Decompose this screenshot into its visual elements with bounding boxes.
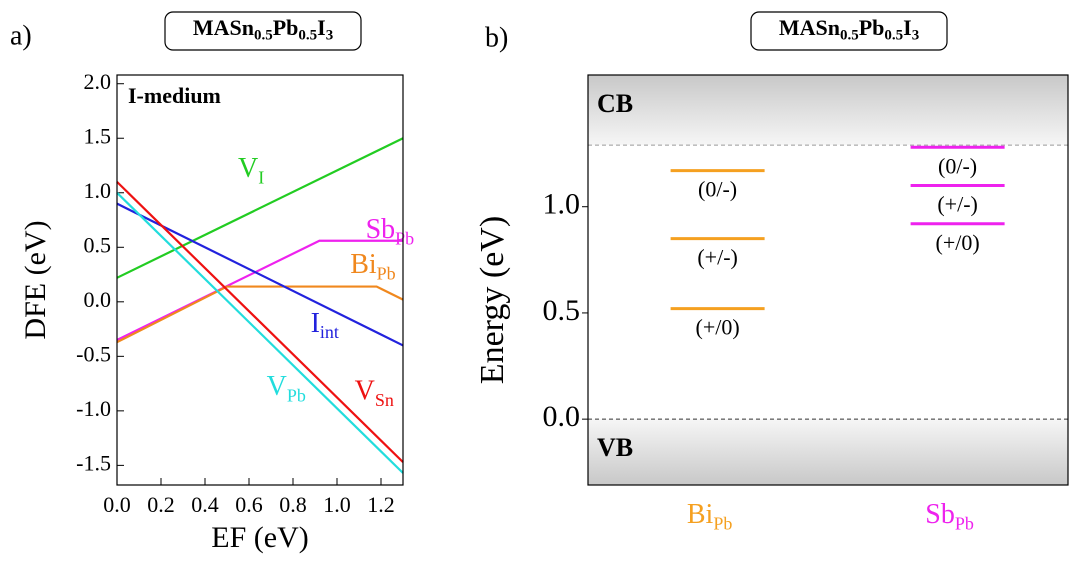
x-tick-label: 0.4 [191,492,219,517]
chart-title: MASn0.5Pb0.5I3 [779,15,919,44]
subscript: Pb [287,386,306,406]
series-label: BiPb [350,249,395,283]
x-tick-label: 1.2 [367,492,395,517]
category-label: SbPb [925,499,974,533]
series-label: VI [238,153,264,187]
y-axis-title: Energy (eV) [474,216,511,384]
title-box [164,11,362,51]
level-label: (+/-) [697,245,738,270]
level-label: (+/-) [937,192,978,217]
text-part: Bi [687,499,714,530]
series-label: VPb [267,371,306,405]
level-label: (+/0) [936,230,980,255]
series-line [116,137,404,279]
series-line [116,181,404,463]
y-axis-title: DFE (eV) [19,220,52,339]
subscript: Sn [375,390,394,410]
y-tick-label: 1.5 [84,123,112,148]
subscript: Pb [955,514,974,534]
annotation: I-medium [128,83,221,108]
x-tick-label: 0.0 [103,492,131,517]
x-tick-label: 1.0 [323,492,351,517]
cb-label: CB [597,89,633,118]
vb-label: VB [597,433,633,462]
y-tick-label: 1.0 [543,188,581,221]
y-tick-label: 0.5 [543,294,581,327]
y-tick-label: -0.5 [76,341,111,366]
level-label: (+/0) [696,315,740,340]
plot-frame [587,74,1069,486]
subscript: 0.5 [840,28,859,44]
series-label: Iint [311,308,339,342]
series-line [116,191,404,474]
text-part: MASn [193,15,254,40]
text-part: V [355,376,375,407]
subscript: 3 [912,28,920,44]
x-tick-label: 0.2 [147,492,175,517]
chart-title: MASn0.5Pb0.5I3 [193,15,333,44]
x-axis-title: EF (eV) [211,521,308,554]
y-tick-label: 0.0 [84,287,112,312]
subscript: 0.5 [298,28,317,44]
series-line [116,285,404,344]
subscript: Pb [377,263,396,283]
text-part: Pb [859,15,885,40]
subscript: Pb [713,514,732,534]
subscript: int [320,322,339,342]
subscript: 0.5 [254,28,273,44]
y-tick-label: 2.0 [84,69,112,94]
y-tick-label: 1.0 [84,178,112,203]
text-part: Sb [925,499,955,530]
panel-label: a) [10,20,32,51]
level-label: (0/-) [698,177,737,202]
subscript: Pb [395,229,414,249]
text-part: Pb [273,15,299,40]
subscript: 3 [326,28,334,44]
subscript: 0.5 [884,28,903,44]
y-tick-label: -1.5 [76,450,111,475]
text-part: V [238,153,258,184]
series-label: VSn [355,376,394,410]
title-box [750,11,948,51]
y-tick-label: 0.0 [543,400,581,433]
valence-band [588,419,1068,485]
y-tick-label: 0.5 [84,232,112,257]
plot-frame [116,74,404,486]
level-label: (0/-) [938,153,977,178]
category-label: BiPb [687,499,732,533]
text-part: V [267,371,287,402]
x-tick-label: 0.6 [235,492,263,517]
text-part: MASn [779,15,840,40]
panel-label: b) [485,22,508,53]
text-part: I [903,15,912,40]
y-tick-label: -1.0 [76,396,111,421]
text-part: Bi [350,249,377,280]
x-tick-label: 0.8 [279,492,307,517]
series-label: SbPb [366,214,415,248]
text-part: Sb [366,214,396,245]
text-part: I [311,308,320,339]
subscript: I [258,167,264,187]
text-part: I [317,15,326,40]
conduction-band [588,75,1068,146]
